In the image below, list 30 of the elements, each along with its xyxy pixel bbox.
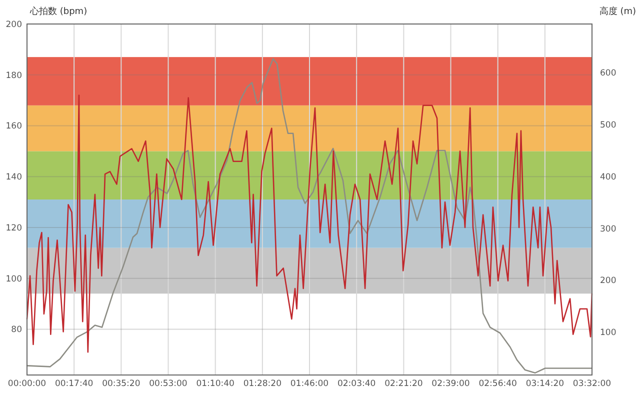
y-axis-title: 心拍数 (bpm) <box>29 6 88 17</box>
x-tick-label: 00:00:00 <box>8 379 46 389</box>
y-tick-label: 120 <box>6 223 22 234</box>
x-tick-label: 02:56:40 <box>478 379 517 389</box>
x-tick-label: 02:03:40 <box>337 379 376 389</box>
y-tick-label: 80 <box>11 325 22 336</box>
y2-tick-label: 100 <box>600 328 616 338</box>
x-tick-label: 03:14:20 <box>526 379 564 389</box>
y-tick-label: 100 <box>6 274 22 284</box>
line-series <box>26 58 593 374</box>
line-series <box>26 94 593 353</box>
y-tick-label: 160 <box>6 122 22 132</box>
x-tick-label: 00:17:40 <box>54 379 94 389</box>
x-tick-label: 03:32:00 <box>572 379 612 389</box>
x-tick-label: 00:53:00 <box>149 379 188 389</box>
y2-tick-label: 300 <box>600 224 616 234</box>
y-tick-label: 200 <box>6 20 22 30</box>
x-tick-label: 01:46:00 <box>290 379 329 389</box>
x-tick-label: 01:28:20 <box>243 379 282 389</box>
x-tick-label: 00:35:20 <box>102 379 140 389</box>
y2-tick-label: 400 <box>600 172 616 182</box>
y2-tick-label: 600 <box>600 68 616 79</box>
y-tick-label: 180 <box>6 70 22 81</box>
y2-tick-label: 500 <box>600 120 616 131</box>
x-tick-label: 01:10:40 <box>196 379 234 389</box>
x-tick-label: 02:21:20 <box>384 379 423 389</box>
y-tick-label: 140 <box>6 172 22 183</box>
x-tick-label: 02:39:00 <box>432 379 470 389</box>
y2-axis-title: 高度 (m) <box>599 6 636 17</box>
y2-tick-label: 200 <box>600 276 616 286</box>
